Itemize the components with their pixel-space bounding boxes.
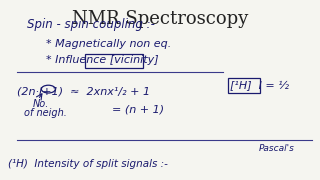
Text: (¹H)  Intensity of split signals :-: (¹H) Intensity of split signals :- bbox=[8, 159, 168, 169]
Text: [¹H]  I = ½: [¹H] I = ½ bbox=[230, 82, 289, 91]
Text: of neigh.: of neigh. bbox=[24, 108, 67, 118]
Text: No.: No. bbox=[33, 99, 50, 109]
Text: NMR Spectroscopy: NMR Spectroscopy bbox=[72, 10, 248, 28]
Text: Pascal's: Pascal's bbox=[258, 144, 294, 153]
Text: (2n·I+1)  ≈  2xnx¹/₂ + 1: (2n·I+1) ≈ 2xnx¹/₂ + 1 bbox=[17, 87, 150, 97]
Text: * Magnetically non eq.: * Magnetically non eq. bbox=[46, 39, 171, 49]
Text: Spin - spin coupling :-: Spin - spin coupling :- bbox=[27, 18, 155, 31]
Text: = (n + 1): = (n + 1) bbox=[112, 105, 164, 114]
Text: * Influence [vicinity]: * Influence [vicinity] bbox=[46, 55, 158, 65]
